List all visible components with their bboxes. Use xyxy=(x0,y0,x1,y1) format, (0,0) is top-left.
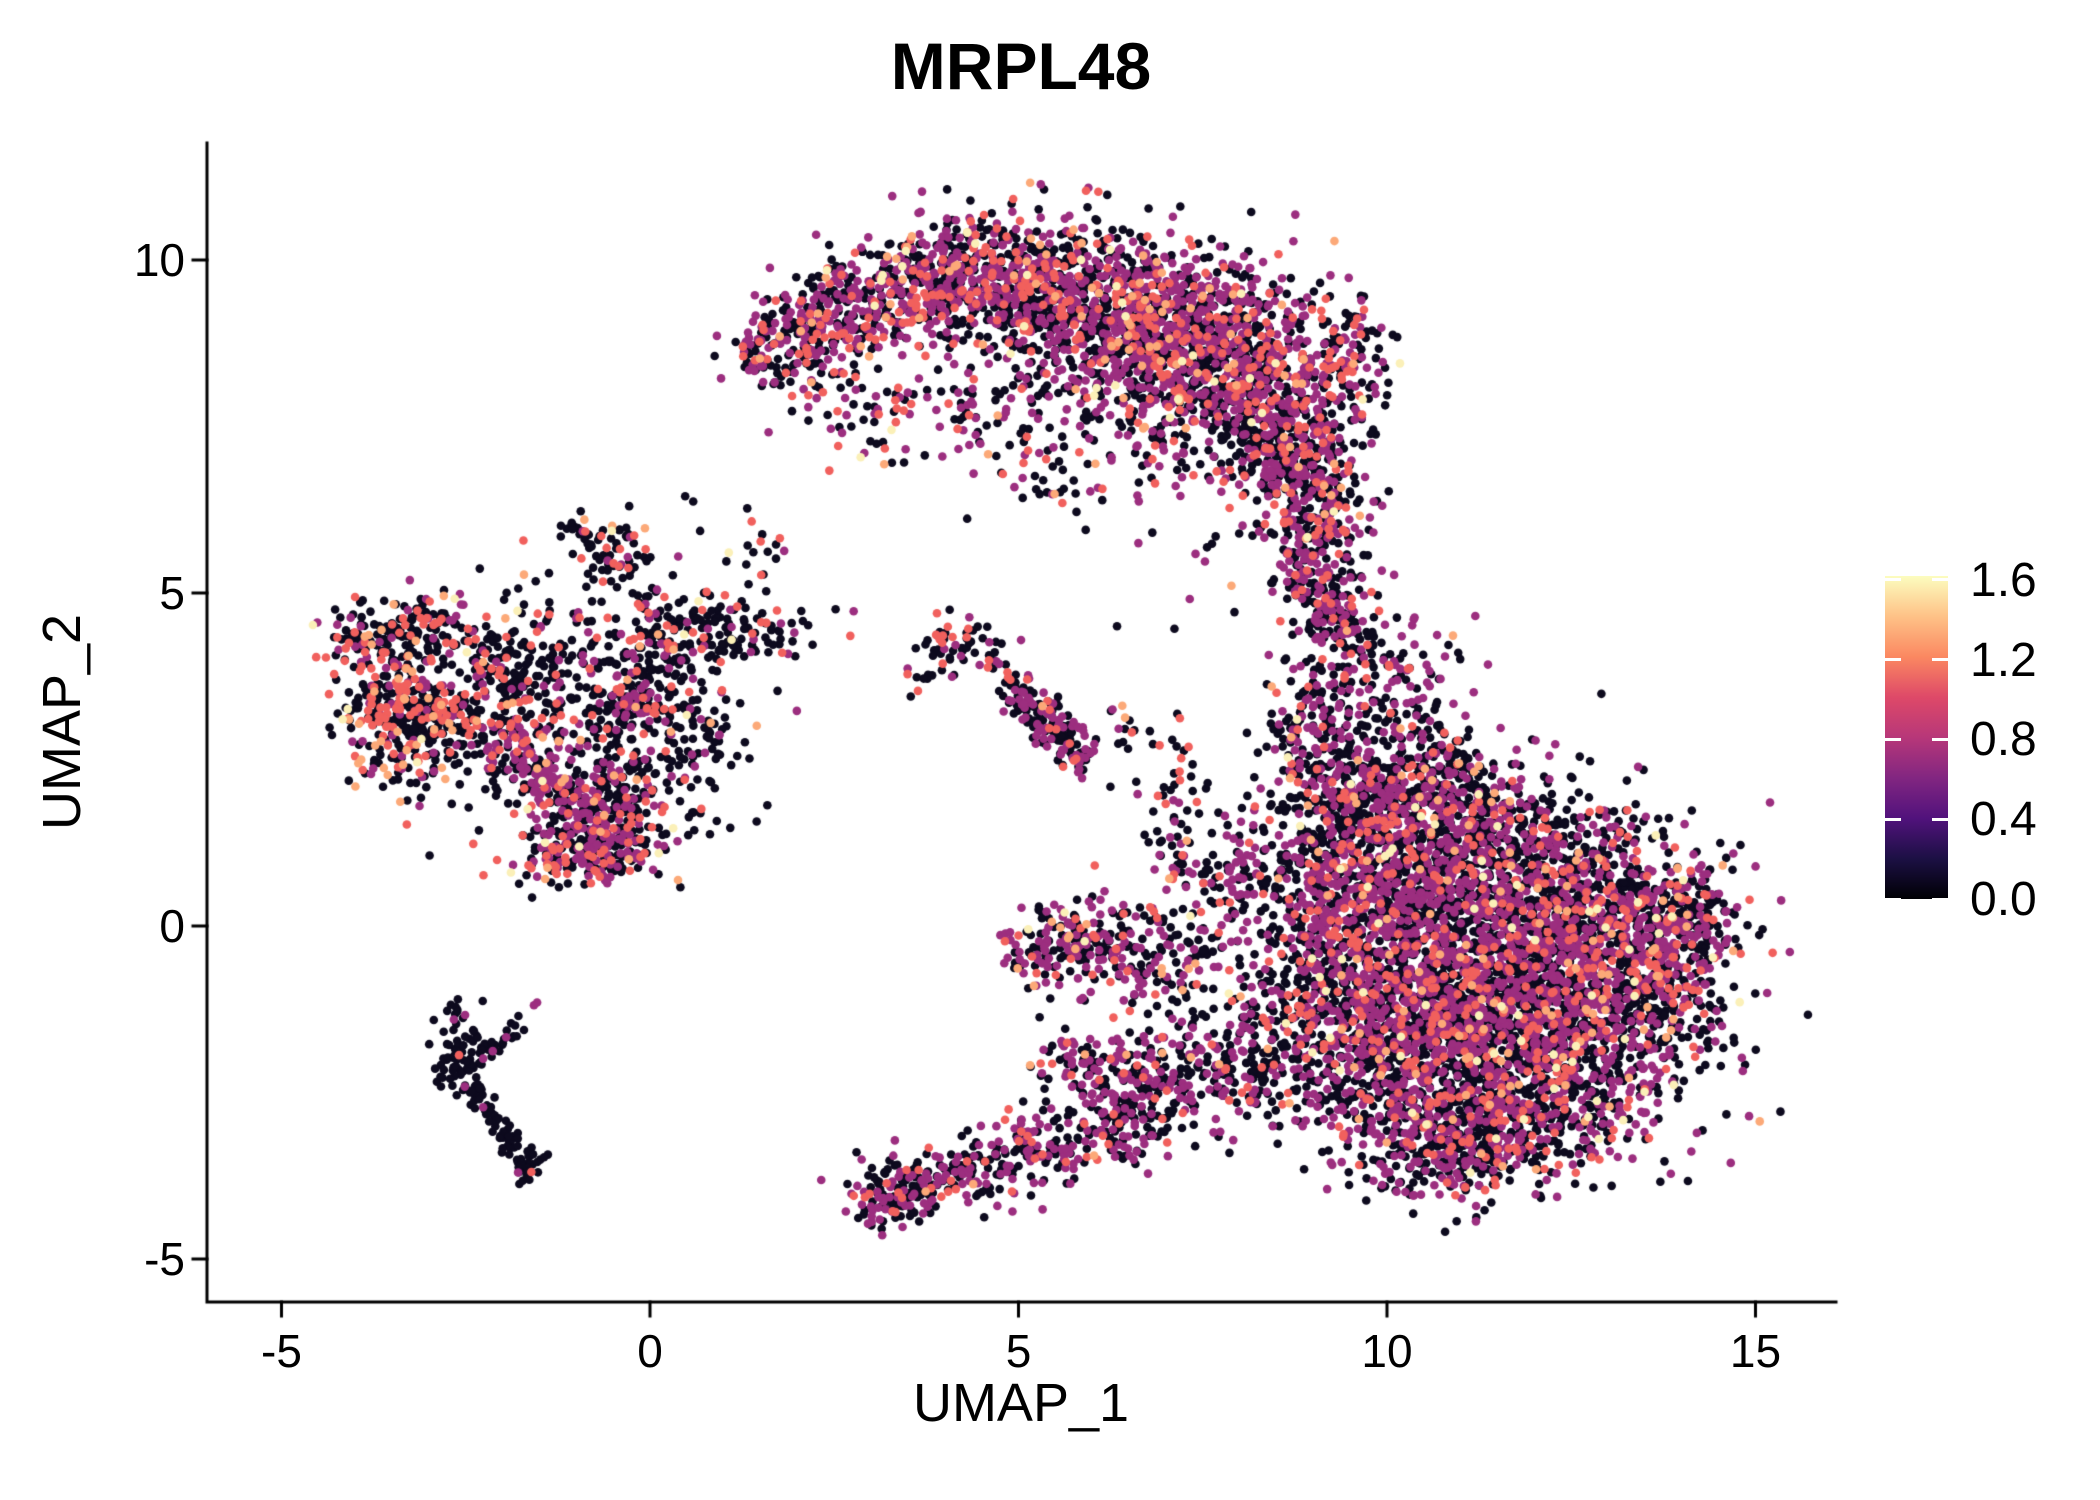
colorbar-tick-mark xyxy=(1885,897,1901,901)
x-tick-label: 10 xyxy=(1361,1325,1413,1377)
x-axis-label: UMAP_1 xyxy=(912,1373,1130,1433)
colorbar-tick-label: 1.6 xyxy=(1970,553,2037,607)
colorbar-tick-mark xyxy=(1932,817,1948,821)
colorbar-tick-mark xyxy=(1885,658,1901,662)
x-tick-label: 15 xyxy=(1729,1325,1782,1377)
colorbar-tick-mark xyxy=(1932,658,1948,662)
y-axis-label: UMAP_2 xyxy=(32,613,92,831)
colorbar-tick-mark xyxy=(1932,897,1948,901)
plot-title: MRPL48 xyxy=(890,29,1152,103)
y-tick-label: 0 xyxy=(159,900,185,952)
colorbar-tick-label: 1.2 xyxy=(1970,633,2037,687)
colorbar-tick-mark xyxy=(1932,578,1948,582)
colorbar-tick-mark xyxy=(1885,817,1901,821)
y-tick-label: -5 xyxy=(144,1233,185,1285)
colorbar-tick-label: 0.4 xyxy=(1970,793,2037,847)
y-tick-label: 5 xyxy=(159,567,185,619)
expression-colorbar xyxy=(1885,576,1948,899)
x-tick-label: 5 xyxy=(1005,1325,1032,1377)
x-tick-label: 0 xyxy=(637,1325,663,1377)
y-tick-label: 10 xyxy=(133,234,185,286)
colorbar-tick-label: 0.0 xyxy=(1970,873,2037,926)
colorbar-tick-label: 0.8 xyxy=(1970,713,2037,767)
colorbar-tick-mark xyxy=(1885,578,1901,582)
colorbar-tick-mark xyxy=(1932,737,1948,741)
colorbar-tick-mark xyxy=(1885,737,1901,741)
x-tick-label: -5 xyxy=(261,1325,302,1377)
